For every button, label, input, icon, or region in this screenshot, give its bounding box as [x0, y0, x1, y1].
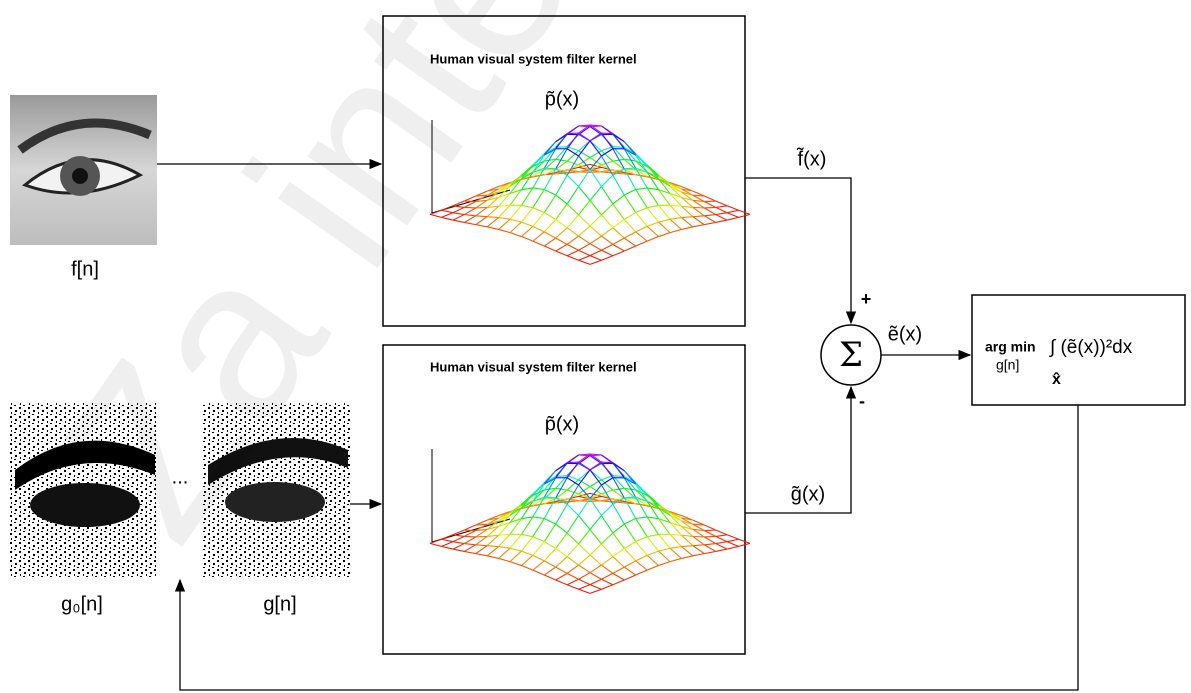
minus-sign: -	[859, 391, 865, 411]
image-label: g[n]	[263, 593, 296, 615]
mesh-line	[624, 497, 635, 498]
mesh-line	[704, 536, 715, 537]
argmin-label: arg min	[985, 339, 1036, 355]
diagram: f[n] g₀[n] ... g[n] Human visual system …	[0, 0, 1191, 693]
image-label: f[n]	[71, 258, 99, 280]
mesh-line	[693, 536, 704, 537]
wire	[745, 178, 851, 323]
signal-label: f̃(x)	[796, 147, 826, 170]
argmin-variable: g[n]	[996, 357, 1019, 373]
signal-label: g̃(x)	[791, 483, 825, 505]
signal-label: ẽ(x)	[888, 323, 922, 345]
mesh-line	[567, 462, 578, 463]
mesh-line	[624, 168, 635, 169]
integral-domain: x̂	[1052, 371, 1061, 388]
plus-sign: +	[861, 289, 872, 309]
mesh-line	[693, 207, 704, 208]
pupil	[72, 168, 88, 184]
summer-symbol: Σ	[839, 335, 863, 375]
mesh-line	[476, 536, 487, 537]
mesh-line	[464, 536, 475, 537]
kernel-label: p̃(x)	[545, 413, 579, 435]
mesh-line	[704, 207, 715, 208]
mesh-line	[544, 497, 555, 498]
objective: ∫ (ẽ(x))²dx	[1049, 337, 1133, 358]
mesh-line	[544, 168, 555, 169]
mesh-line	[601, 462, 612, 463]
mesh-line	[601, 133, 612, 134]
image-label: g₀[n]	[61, 593, 103, 615]
mesh-line	[567, 133, 578, 134]
input-image	[10, 95, 157, 245]
filter-title: Human visual system filter kernel	[430, 359, 637, 374]
